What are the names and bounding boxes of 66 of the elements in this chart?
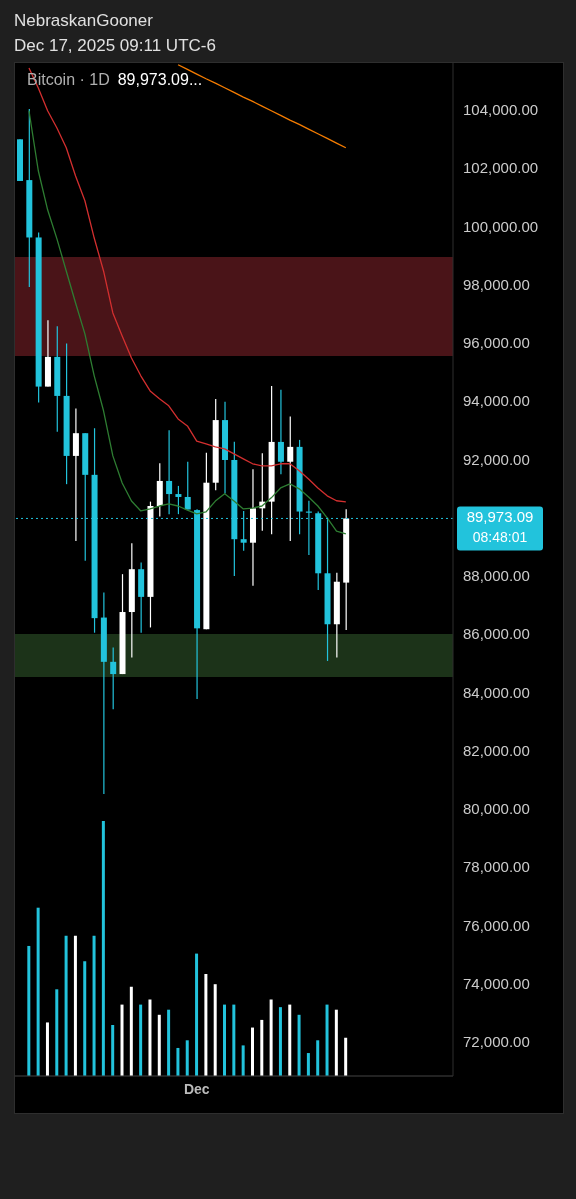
y-tick-label: 92,000.00 [463, 450, 530, 468]
y-tick-label: 86,000.00 [463, 625, 530, 643]
bar [45, 1022, 49, 1076]
bar [260, 1019, 264, 1076]
line-series [28, 67, 347, 503]
text: Dec 17, 2025 09:11 UTC-6 [14, 35, 216, 57]
candlestick [72, 407, 79, 542]
y-tick-label: 82,000.00 [463, 741, 530, 759]
bar [36, 907, 40, 1076]
line-series [28, 110, 347, 535]
bar [120, 1004, 124, 1076]
y-tick-label: 102,000.00 [463, 159, 539, 177]
y-tick-label: 72,000.00 [463, 1033, 530, 1051]
bar [344, 1037, 348, 1076]
bar [148, 999, 152, 1076]
bar [176, 1047, 180, 1076]
bar [269, 999, 273, 1076]
bar [139, 1004, 143, 1076]
bar [64, 935, 68, 1076]
bar [83, 961, 87, 1076]
bar [204, 974, 208, 1076]
y-tick-label: 74,000.00 [463, 975, 530, 992]
ref-line-label: 89,973.09 [466, 508, 534, 526]
bar [92, 935, 96, 1076]
bar [316, 1040, 320, 1076]
bar [195, 953, 199, 1076]
bar [213, 984, 217, 1076]
candlestick [287, 415, 294, 542]
candlestick [110, 646, 117, 710]
bar [223, 1004, 227, 1076]
y-tick-label: 80,000.00 [463, 800, 530, 818]
y-tick-label: 88,000.00 [463, 567, 530, 585]
bar [278, 1007, 282, 1076]
y-tick-label: 84,000.00 [463, 683, 530, 701]
y-tick-label: 78,000.00 [463, 858, 530, 876]
y-tick-label: 94,000.00 [463, 392, 530, 410]
bar [232, 1004, 236, 1076]
text: 89,973.09... [117, 71, 203, 88]
bar [157, 1014, 161, 1076]
y-tick-label: 76,000.00 [463, 916, 530, 934]
candlestick [184, 461, 191, 511]
candlestick [277, 389, 284, 475]
bar [55, 989, 59, 1076]
bar [334, 1009, 338, 1076]
bar [325, 1004, 329, 1076]
bar [73, 935, 77, 1076]
bar [101, 821, 105, 1076]
bar [185, 1040, 189, 1076]
bar [297, 1014, 301, 1076]
text: NebraskanGooner [14, 10, 154, 32]
bar [250, 1027, 254, 1076]
candlestick [175, 485, 182, 515]
bar [306, 1053, 310, 1076]
bar [129, 986, 133, 1076]
bar [27, 945, 31, 1076]
bar [167, 1009, 171, 1076]
y-tick-label: 100,000.00 [463, 217, 539, 235]
x-tick-label: Dec [183, 1080, 210, 1097]
bar [241, 1045, 245, 1076]
y-tick-label: 98,000.00 [463, 275, 530, 293]
text: 08:48:01 [472, 529, 528, 546]
candlestick [166, 429, 173, 515]
y-tick-label: 96,000.00 [463, 334, 530, 352]
bar [288, 1004, 292, 1076]
y-tick-label: 104,000.00 [463, 101, 539, 119]
bar [111, 1025, 115, 1076]
